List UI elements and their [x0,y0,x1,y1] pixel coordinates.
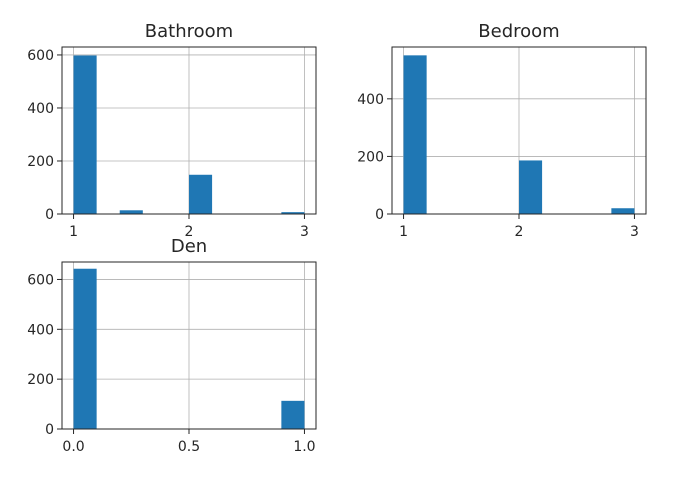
den-y-tick-label: 600 [27,272,54,288]
bathroom-title: Bathroom [145,21,233,42]
den-histogram: 0.0 0.5 1.0 0 200 400 600 Den [27,236,317,455]
bedroom-bar [403,55,427,214]
bedroom-bar [519,160,543,214]
bedroom-x-tick-label: 3 [630,224,639,240]
bathroom-bar [119,210,143,214]
bedroom-title: Bedroom [478,21,559,42]
bathroom-bar [189,174,213,214]
bathroom-y-tick-label: 400 [27,101,54,117]
bathroom-histogram: 1 2 3 0 200 400 600 Bathroom [27,21,317,240]
bathroom-y-tick-label: 0 [45,207,54,223]
bathroom-bar [281,212,305,214]
bedroom-y-tick-label: 400 [357,92,384,108]
bathroom-x-tick-label: 2 [185,224,194,240]
bedroom-y-tick-label: 0 [375,207,384,223]
bathroom-y-tick-label: 200 [27,154,54,170]
den-x-tick-label: 0.0 [62,439,84,455]
bedroom-y-tick-label: 200 [357,149,384,165]
bathroom-x-tick-label: 1 [69,224,78,240]
den-x-tick-label: 1.0 [293,439,315,455]
den-y-tick-label: 0 [45,422,54,438]
den-y-tick-label: 400 [27,322,54,338]
den-title: Den [171,236,207,257]
den-bar [73,268,97,429]
den-bar [281,400,305,429]
bedroom-x-tick-label: 1 [399,224,408,240]
bedroom-histogram: 1 2 3 0 200 400 Bedroom [357,21,647,240]
bathroom-bar [73,55,97,214]
bedroom-bar [611,208,635,214]
bedroom-x-tick-label: 2 [515,224,524,240]
bathroom-x-tick-label: 3 [300,224,309,240]
den-y-tick-label: 200 [27,372,54,388]
bathroom-y-tick-label: 600 [27,48,54,64]
den-x-tick-label: 0.5 [178,439,200,455]
